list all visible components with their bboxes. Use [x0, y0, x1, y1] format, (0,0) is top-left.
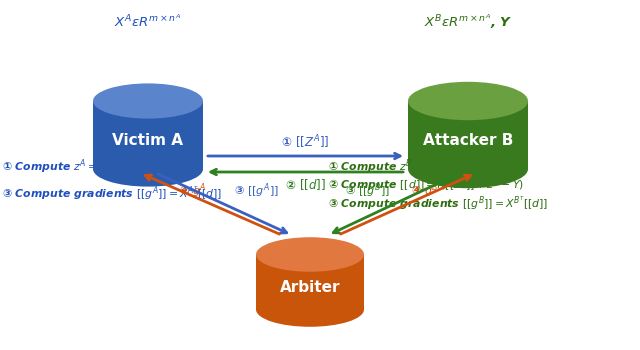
- Polygon shape: [93, 101, 203, 169]
- Text: ④ $g^A$: ④ $g^A$: [179, 182, 207, 200]
- Text: Attacker B: Attacker B: [423, 133, 513, 148]
- Ellipse shape: [93, 83, 203, 119]
- Text: ① Compute $z^B = X^BW^B$: ① Compute $z^B = X^BW^B$: [328, 158, 457, 176]
- Text: $X^A\epsilon R^{m\times n^A}$: $X^A\epsilon R^{m\times n^A}$: [115, 13, 182, 30]
- Text: ③ Compute gradients $[[g^B]] = X^{B^T}[[d]]$: ③ Compute gradients $[[g^B]] = X^{B^T}[[…: [328, 194, 548, 212]
- Text: ③ $[[g^A]]$: ③ $[[g^A]]$: [234, 182, 279, 200]
- Text: ① Compute $z^A = X^AW^A$: ① Compute $z^A = X^AW^A$: [2, 158, 131, 176]
- Ellipse shape: [408, 82, 528, 120]
- Text: ② $[[d]]$: ② $[[d]]$: [285, 177, 326, 192]
- Text: ① $[[Z^A]]$: ① $[[Z^A]]$: [282, 133, 330, 151]
- Text: ④ $g^B$: ④ $g^B$: [411, 182, 438, 200]
- Text: ③ Compute gradients $[[g^A]] = X^{A^T}[[d]]$: ③ Compute gradients $[[g^A]] = X^{A^T}[[…: [2, 184, 222, 202]
- Text: Arbiter: Arbiter: [280, 280, 340, 295]
- Text: ② Compute $[[d]] = f([[z^A]] + z^B - Y)$: ② Compute $[[d]] = f([[z^A]] + z^B - Y)$: [328, 176, 524, 194]
- Polygon shape: [256, 254, 364, 309]
- Polygon shape: [408, 101, 528, 169]
- Ellipse shape: [408, 150, 528, 188]
- Text: ③ $[[g^B]]$: ③ $[[g^B]]$: [345, 182, 390, 200]
- Text: $X^B\epsilon R^{m\times n^A}$, Y: $X^B\epsilon R^{m\times n^A}$, Y: [424, 13, 512, 31]
- Ellipse shape: [93, 152, 203, 187]
- Ellipse shape: [256, 237, 364, 272]
- Ellipse shape: [256, 292, 364, 327]
- Text: Victim A: Victim A: [113, 133, 184, 148]
